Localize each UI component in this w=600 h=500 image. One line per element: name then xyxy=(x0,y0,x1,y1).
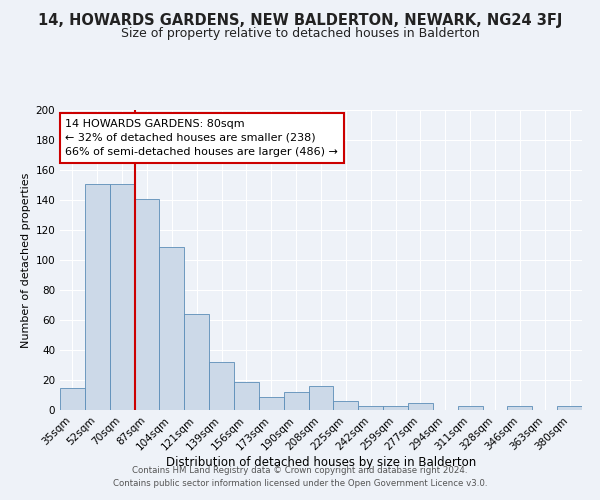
Bar xyxy=(284,392,308,410)
Bar xyxy=(557,406,582,410)
Text: Size of property relative to detached houses in Balderton: Size of property relative to detached ho… xyxy=(121,28,479,40)
Bar xyxy=(458,406,482,410)
Bar xyxy=(134,198,160,410)
Text: 14, HOWARDS GARDENS, NEW BALDERTON, NEWARK, NG24 3FJ: 14, HOWARDS GARDENS, NEW BALDERTON, NEWA… xyxy=(38,12,562,28)
Bar xyxy=(184,314,209,410)
Bar xyxy=(334,401,358,410)
Bar xyxy=(508,406,532,410)
Bar xyxy=(209,362,234,410)
Bar xyxy=(234,382,259,410)
Bar xyxy=(110,184,134,410)
Bar xyxy=(60,388,85,410)
Text: 14 HOWARDS GARDENS: 80sqm
← 32% of detached houses are smaller (238)
66% of semi: 14 HOWARDS GARDENS: 80sqm ← 32% of detac… xyxy=(65,119,338,157)
Bar xyxy=(358,406,383,410)
Y-axis label: Number of detached properties: Number of detached properties xyxy=(21,172,31,348)
Bar xyxy=(160,246,184,410)
X-axis label: Distribution of detached houses by size in Balderton: Distribution of detached houses by size … xyxy=(166,456,476,469)
Text: Contains HM Land Registry data © Crown copyright and database right 2024.
Contai: Contains HM Land Registry data © Crown c… xyxy=(113,466,487,487)
Bar xyxy=(308,386,334,410)
Bar xyxy=(383,406,408,410)
Bar xyxy=(85,184,110,410)
Bar xyxy=(259,396,284,410)
Bar xyxy=(408,402,433,410)
